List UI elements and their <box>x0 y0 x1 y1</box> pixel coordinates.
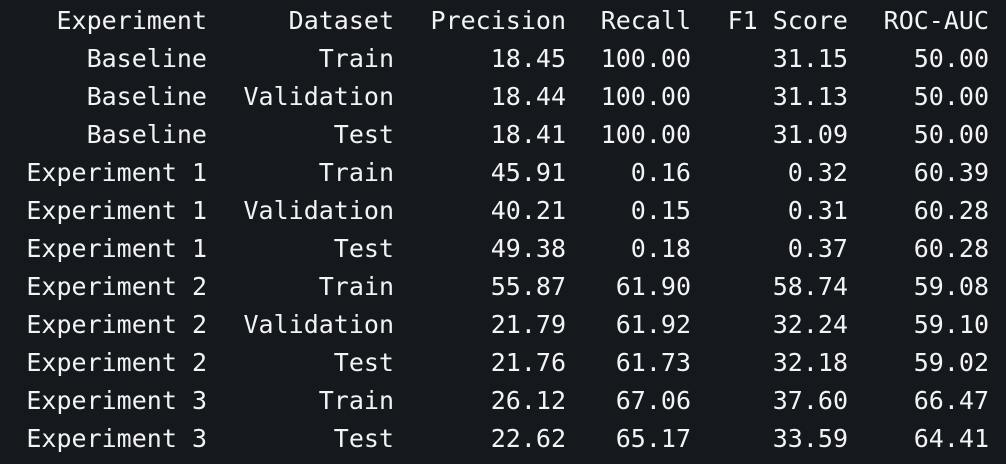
cell-dataset: Validation <box>243 82 394 111</box>
cell-dataset: Validation <box>243 196 394 225</box>
cell-precision: 45.91 <box>490 158 566 187</box>
cell-dataset: Train <box>318 158 394 187</box>
column-header-roc-auc: ROC-AUC <box>883 6 989 35</box>
cell-dataset: Train <box>318 44 394 73</box>
cell-f1-score: 31.13 <box>772 82 848 111</box>
table-row: Experiment 1 Validation 40.21 0.15 0.31 … <box>0 192 989 230</box>
cell-precision: 18.45 <box>490 44 566 73</box>
cell-precision: 40.21 <box>490 196 566 225</box>
cell-f1-score: 32.24 <box>772 310 848 339</box>
cell-roc-auc: 59.08 <box>913 272 989 301</box>
cell-precision: 26.12 <box>490 386 566 415</box>
cell-roc-auc: 59.10 <box>913 310 989 339</box>
cell-f1-score: 32.18 <box>772 348 848 377</box>
cell-recall: 0.18 <box>630 234 691 263</box>
table-row: Experiment 2 Test 21.76 61.73 32.18 59.0… <box>0 344 989 382</box>
cell-f1-score: 33.59 <box>772 424 848 453</box>
cell-experiment: Baseline <box>86 44 207 73</box>
table-row: Baseline Validation 18.44 100.00 31.13 5… <box>0 78 989 116</box>
cell-precision: 21.76 <box>490 348 566 377</box>
cell-roc-auc: 60.28 <box>913 196 989 225</box>
cell-precision: 21.79 <box>490 310 566 339</box>
cell-recall: 0.16 <box>630 158 691 187</box>
cell-f1-score: 0.37 <box>787 234 848 263</box>
cell-f1-score: 31.09 <box>772 120 848 149</box>
cell-dataset: Train <box>318 386 394 415</box>
cell-experiment: Experiment 2 <box>26 272 207 301</box>
table-row: Experiment 3 Test 22.62 65.17 33.59 64.4… <box>0 420 989 458</box>
cell-dataset: Test <box>333 234 394 263</box>
cell-dataset: Test <box>333 424 394 453</box>
cell-precision: 55.87 <box>490 272 566 301</box>
cell-dataset: Validation <box>243 310 394 339</box>
table-row: Experiment 3 Train 26.12 67.06 37.60 66.… <box>0 382 989 420</box>
cell-roc-auc: 59.02 <box>913 348 989 377</box>
cell-dataset: Train <box>318 272 394 301</box>
cell-precision: 18.41 <box>490 120 566 149</box>
table-row: Experiment 1 Train 45.91 0.16 0.32 60.39 <box>0 154 989 192</box>
cell-dataset: Test <box>333 348 394 377</box>
results-table: Experiment Dataset Precision Recall F1 S… <box>0 2 989 458</box>
cell-recall: 61.73 <box>615 348 691 377</box>
cell-f1-score: 31.15 <box>772 44 848 73</box>
cell-roc-auc: 66.47 <box>913 386 989 415</box>
cell-experiment: Baseline <box>86 82 207 111</box>
cell-experiment: Experiment 2 <box>26 310 207 339</box>
cell-recall: 67.06 <box>615 386 691 415</box>
cell-roc-auc: 64.41 <box>913 424 989 453</box>
cell-experiment: Experiment 3 <box>26 386 207 415</box>
cell-experiment: Experiment 1 <box>26 196 207 225</box>
cell-experiment: Experiment 1 <box>26 234 207 263</box>
table-row: Experiment 2 Validation 21.79 61.92 32.2… <box>0 306 989 344</box>
cell-recall: 61.90 <box>615 272 691 301</box>
column-header-f1-score: F1 Score <box>727 6 848 35</box>
table-row: Baseline Test 18.41 100.00 31.09 50.00 <box>0 116 989 154</box>
cell-precision: 18.44 <box>490 82 566 111</box>
cell-roc-auc: 50.00 <box>913 44 989 73</box>
cell-dataset: Test <box>333 120 394 149</box>
cell-roc-auc: 50.00 <box>913 82 989 111</box>
cell-recall: 65.17 <box>615 424 691 453</box>
cell-precision: 22.62 <box>490 424 566 453</box>
column-header-experiment: Experiment <box>56 6 207 35</box>
cell-recall: 100.00 <box>600 120 691 149</box>
column-header-precision: Precision <box>430 6 566 35</box>
cell-recall: 100.00 <box>600 44 691 73</box>
cell-roc-auc: 60.28 <box>913 234 989 263</box>
table-header-row: Experiment Dataset Precision Recall F1 S… <box>0 2 989 40</box>
cell-f1-score: 58.74 <box>772 272 848 301</box>
cell-recall: 61.92 <box>615 310 691 339</box>
cell-experiment: Baseline <box>86 120 207 149</box>
column-header-recall: Recall <box>600 6 691 35</box>
cell-experiment: Experiment 2 <box>26 348 207 377</box>
table-row: Baseline Train 18.45 100.00 31.15 50.00 <box>0 40 989 78</box>
cell-recall: 0.15 <box>630 196 691 225</box>
cell-roc-auc: 60.39 <box>913 158 989 187</box>
cell-f1-score: 0.31 <box>787 196 848 225</box>
cell-experiment: Experiment 3 <box>26 424 207 453</box>
cell-experiment: Experiment 1 <box>26 158 207 187</box>
table-row: Experiment 2 Train 55.87 61.90 58.74 59.… <box>0 268 989 306</box>
column-header-dataset: Dataset <box>288 6 394 35</box>
cell-f1-score: 37.60 <box>772 386 848 415</box>
table-row: Experiment 1 Test 49.38 0.18 0.37 60.28 <box>0 230 989 268</box>
cell-recall: 100.00 <box>600 82 691 111</box>
cell-roc-auc: 50.00 <box>913 120 989 149</box>
cell-precision: 49.38 <box>490 234 566 263</box>
cell-f1-score: 0.32 <box>787 158 848 187</box>
